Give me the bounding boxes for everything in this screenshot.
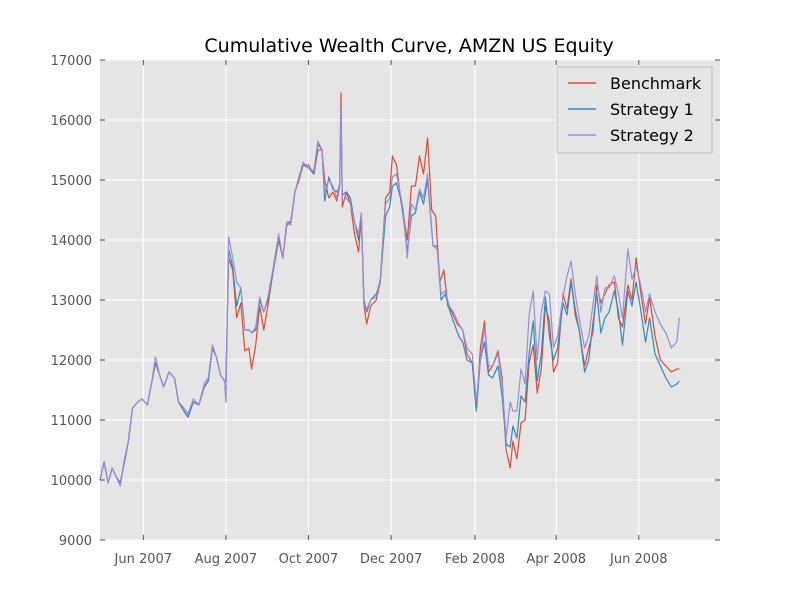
series-line-strategy-2 — [99, 107, 680, 487]
x-tick-label: Jun 2008 — [609, 552, 668, 567]
x-tick-label: Aug 2007 — [195, 552, 258, 567]
y-tick-label: 13000 — [51, 294, 92, 309]
chart-title: Cumulative Wealth Curve, AMZN US Equity — [204, 35, 613, 57]
legend-label: Strategy 2 — [610, 126, 694, 145]
x-tick-label: Oct 2007 — [279, 552, 339, 567]
y-tick-label: 9000 — [59, 534, 92, 549]
legend-box — [556, 66, 713, 154]
y-tick-label: 15000 — [51, 174, 92, 189]
x-tick-label: Dec 2007 — [360, 552, 422, 567]
y-tick-label: 16000 — [51, 114, 92, 129]
y-tick-label: 11000 — [51, 414, 92, 429]
legend-label: Strategy 1 — [610, 100, 694, 119]
legend: Benchmark Strategy 1 Strategy 2 — [556, 66, 713, 154]
series-layer — [99, 92, 680, 487]
x-tick-label: Jun 2007 — [114, 552, 173, 567]
legend-label: Benchmark — [610, 74, 702, 93]
y-tick-label: 17000 — [51, 54, 92, 69]
x-tick-label: Apr 2008 — [526, 552, 586, 567]
y-tick-label: 14000 — [51, 234, 92, 249]
x-tick-label: Feb 2008 — [445, 552, 505, 567]
axes-layer: 9000 10000 11000 12000 13000 14000 15000 16000 1… — [51, 54, 720, 567]
y-tick-label: 12000 — [51, 354, 92, 369]
y-tick-label: 10000 — [51, 474, 92, 489]
grid-lines — [100, 59, 720, 541]
